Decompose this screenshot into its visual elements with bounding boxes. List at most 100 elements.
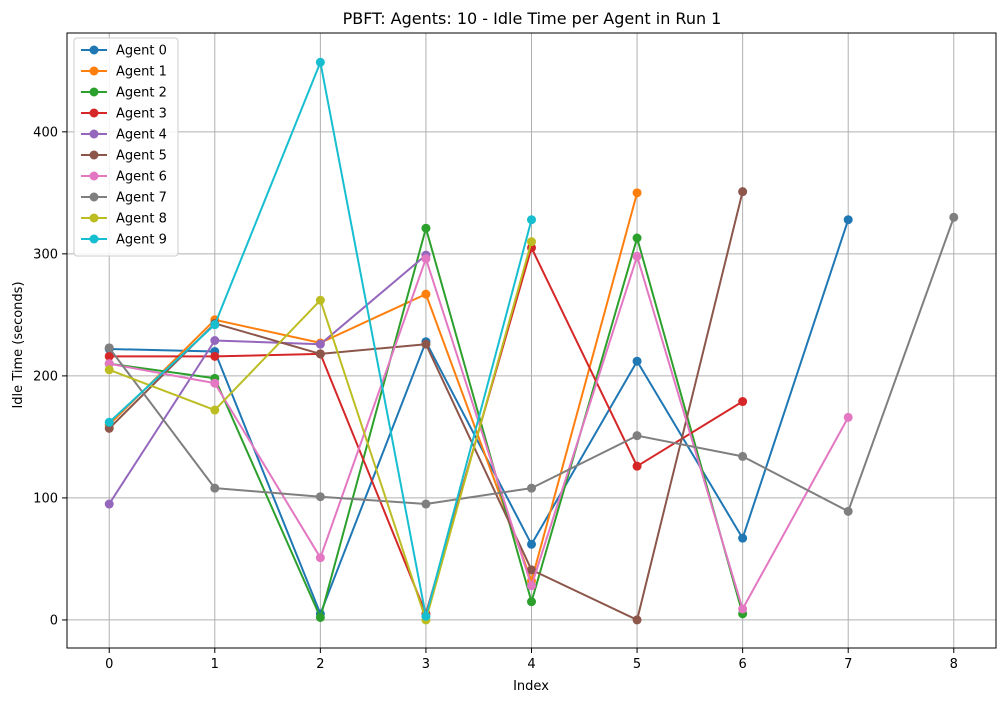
data-point	[632, 461, 642, 471]
legend-swatch-marker	[89, 108, 99, 118]
data-point	[421, 223, 431, 233]
x-tick-label: 7	[844, 657, 852, 672]
legend-label: Agent 8	[116, 212, 167, 227]
series-lines	[104, 57, 959, 625]
x-tick-label: 4	[527, 657, 535, 672]
series-agent-7	[104, 212, 959, 516]
data-point	[315, 295, 325, 305]
data-point	[315, 339, 325, 349]
legend-swatch-marker	[89, 87, 99, 97]
x-tick-label: 5	[633, 657, 641, 672]
data-point	[738, 533, 748, 543]
x-tick-label: 0	[105, 657, 113, 672]
data-point	[104, 417, 114, 427]
y-tick-label: 100	[33, 491, 58, 506]
legend-item: Agent 6	[81, 170, 167, 185]
legend-swatch-marker	[89, 213, 99, 223]
legend-label: Agent 0	[116, 44, 167, 59]
data-point	[527, 581, 536, 591]
legend-item: Agent 9	[81, 233, 167, 248]
axis-ticks: 0 1 2 3 4 5 6 7 8 0 100 200 300 400	[33, 125, 958, 672]
data-point	[104, 351, 114, 361]
data-point	[421, 611, 431, 621]
data-point	[738, 187, 748, 197]
data-point	[738, 397, 748, 407]
data-point	[527, 597, 536, 607]
legend-swatch-marker	[89, 150, 99, 160]
x-axis-label: Index	[513, 679, 549, 694]
data-point	[421, 499, 431, 509]
x-tick-label: 2	[316, 657, 324, 672]
data-point	[104, 343, 114, 353]
data-point	[104, 365, 114, 375]
data-point	[527, 565, 536, 575]
legend-label: Agent 5	[116, 149, 167, 164]
series-line	[109, 255, 850, 610]
x-tick-label: 1	[211, 657, 219, 672]
y-tick-label: 0	[50, 613, 58, 628]
legend: Agent 0 Agent 1 Agent 2 Agent 3 Agent 4 Agent…	[73, 37, 179, 257]
data-point	[843, 506, 853, 516]
legend-label: Agent 4	[116, 128, 167, 143]
legend-label: Agent 3	[116, 107, 167, 122]
data-point	[315, 492, 325, 502]
legend-item: Agent 3	[81, 107, 167, 122]
data-point	[843, 412, 853, 422]
legend-item: Agent 8	[81, 212, 167, 227]
x-tick-label: 3	[422, 657, 430, 672]
data-point	[315, 57, 325, 67]
data-point	[738, 451, 748, 461]
data-point	[527, 539, 536, 549]
legend-item: Agent 4	[81, 128, 167, 143]
legend-swatch-marker	[89, 171, 99, 181]
data-point	[632, 431, 642, 441]
series-agent-9	[104, 57, 536, 621]
legend-item: Agent 7	[81, 191, 167, 206]
data-point	[632, 233, 642, 243]
y-axis-label: Idle Time (seconds)	[11, 281, 26, 408]
data-point	[421, 254, 431, 264]
series-line	[109, 219, 850, 615]
y-tick-label: 300	[33, 247, 58, 262]
legend-swatch-marker	[89, 66, 99, 76]
data-point	[738, 604, 748, 614]
data-point	[315, 349, 325, 359]
legend-item: Agent 5	[81, 149, 167, 164]
data-point	[527, 237, 536, 247]
data-point	[527, 215, 536, 225]
legend-label: Agent 7	[116, 191, 167, 206]
legend-swatch-marker	[89, 129, 99, 139]
data-point	[632, 615, 642, 625]
data-point	[421, 289, 431, 299]
legend-swatch-marker	[89, 234, 99, 244]
legend-label: Agent 6	[116, 170, 167, 185]
legend-label: Agent 2	[116, 86, 167, 101]
legend-swatch-marker	[89, 192, 99, 202]
data-point	[949, 212, 959, 222]
legend-item: Agent 0	[81, 44, 167, 59]
data-point	[421, 339, 431, 349]
data-point	[210, 351, 220, 361]
data-point	[632, 251, 642, 261]
legend-item: Agent 1	[81, 65, 167, 80]
series-agent-8	[104, 237, 536, 625]
data-point	[632, 356, 642, 366]
legend-swatch-marker	[89, 45, 99, 55]
legend-label: Agent 9	[116, 233, 167, 248]
y-tick-label: 400	[33, 125, 58, 140]
data-point	[315, 612, 325, 622]
data-point	[315, 553, 325, 563]
y-tick-label: 200	[33, 369, 58, 384]
data-point	[210, 405, 220, 415]
data-point	[210, 320, 220, 330]
grid-lines	[67, 33, 996, 648]
x-tick-label: 6	[738, 657, 746, 672]
data-point	[843, 215, 853, 225]
series-line	[108, 254, 427, 505]
data-point	[632, 188, 642, 198]
data-point	[104, 499, 114, 509]
data-point	[210, 336, 220, 345]
data-point	[210, 378, 220, 388]
